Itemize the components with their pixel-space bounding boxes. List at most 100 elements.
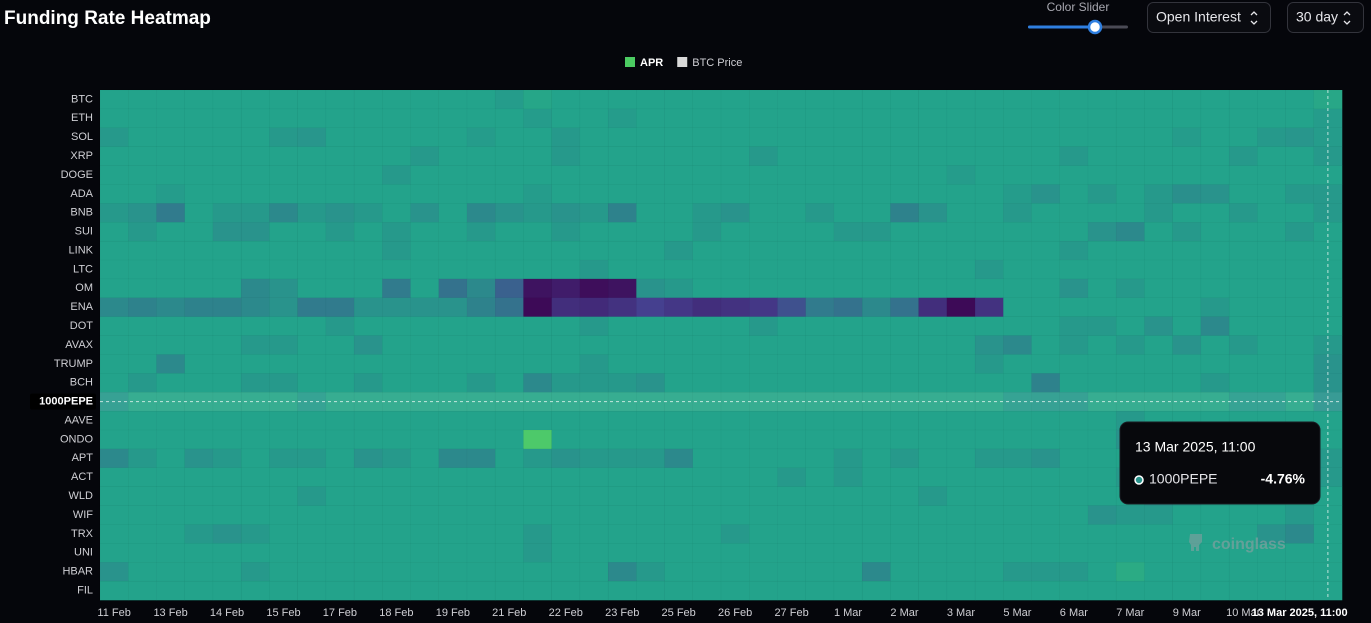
heat-cell bbox=[353, 108, 383, 129]
heat-cell bbox=[99, 89, 129, 110]
x-tick-label: 15 Feb bbox=[266, 607, 300, 619]
heat-cell bbox=[833, 524, 863, 544]
heat-cell bbox=[156, 203, 186, 223]
heat-cell bbox=[1313, 505, 1343, 525]
watermark: coinglass bbox=[1212, 536, 1286, 553]
tooltip-title: 13 Mar 2025, 11:00 bbox=[1135, 439, 1256, 455]
heat-cell bbox=[861, 410, 891, 431]
heat-cell bbox=[523, 165, 553, 185]
heat-cell bbox=[1172, 561, 1202, 582]
heat-cell bbox=[240, 108, 270, 129]
heat-cell bbox=[184, 297, 214, 318]
heat-cell bbox=[1172, 184, 1202, 204]
heat-cell bbox=[1087, 410, 1117, 431]
heat-cell bbox=[494, 316, 524, 337]
tooltip-dot bbox=[1134, 475, 1144, 485]
heat-cell bbox=[184, 259, 214, 280]
heat-cell bbox=[410, 184, 440, 204]
heat-cell bbox=[212, 203, 242, 223]
heat-cell bbox=[1087, 316, 1117, 337]
heat-cell bbox=[974, 335, 1004, 355]
heat-cell bbox=[212, 410, 242, 431]
heat-cell bbox=[523, 259, 553, 280]
heat-cell bbox=[410, 561, 440, 582]
range-select[interactable]: 30 day bbox=[1287, 2, 1364, 33]
heat-cell bbox=[240, 221, 270, 242]
heat-cell bbox=[636, 373, 666, 393]
heat-cell bbox=[99, 373, 129, 393]
chevron bbox=[1250, 11, 1258, 25]
heat-cell bbox=[1003, 240, 1033, 261]
heat-cell bbox=[523, 146, 553, 167]
heat-cell bbox=[353, 467, 383, 488]
select-box[interactable] bbox=[1147, 2, 1271, 33]
heat-cell bbox=[1031, 221, 1061, 242]
heat-cell bbox=[946, 467, 976, 488]
heat-cell bbox=[156, 524, 186, 544]
heat-cell bbox=[918, 354, 948, 374]
heat-cell bbox=[1087, 373, 1117, 393]
heat-cell bbox=[1059, 108, 1089, 129]
metric-select[interactable]: Open Interest bbox=[1147, 2, 1271, 33]
heat-cell bbox=[974, 316, 1004, 337]
heat-cell bbox=[1257, 221, 1287, 242]
heat-cell bbox=[890, 240, 920, 261]
color-slider[interactable] bbox=[1028, 19, 1128, 35]
heat-cell bbox=[551, 486, 581, 507]
heat-cell bbox=[466, 278, 496, 299]
heat-cell bbox=[382, 524, 412, 544]
heat-cell bbox=[269, 146, 299, 167]
heat-cell bbox=[1172, 373, 1202, 393]
heat-cell bbox=[636, 146, 666, 167]
heat-cell bbox=[861, 240, 891, 261]
heat-cell bbox=[127, 165, 158, 185]
heat-cell bbox=[664, 297, 694, 318]
heat-cell bbox=[99, 543, 129, 563]
slider-knob[interactable] bbox=[1087, 19, 1103, 35]
heat-cell bbox=[99, 505, 129, 525]
heat-cell bbox=[692, 373, 722, 393]
heat-cell bbox=[297, 89, 327, 110]
heat-cell bbox=[1003, 373, 1033, 393]
heat-cell bbox=[636, 486, 666, 507]
heat-cell bbox=[325, 127, 355, 148]
heat-cell bbox=[692, 410, 722, 431]
x-tick-label: 18 Feb bbox=[379, 607, 413, 619]
heat-cell bbox=[805, 89, 835, 110]
heat-cell bbox=[974, 89, 1004, 110]
heat-cell bbox=[720, 203, 750, 223]
row-label: SOL bbox=[71, 131, 93, 143]
heat-cell bbox=[974, 448, 1004, 469]
heat-cell bbox=[212, 297, 242, 318]
heat-cell bbox=[240, 467, 270, 488]
heat-cell bbox=[438, 203, 468, 223]
heat-cell bbox=[636, 335, 666, 355]
heat-cell bbox=[777, 429, 807, 450]
heat-cell bbox=[1172, 89, 1202, 110]
heat-cell bbox=[748, 89, 779, 110]
heat-cell bbox=[861, 524, 891, 544]
heat-cell bbox=[664, 486, 694, 507]
heat-cell bbox=[240, 429, 270, 450]
heat-cell bbox=[805, 486, 835, 507]
heat-cell bbox=[890, 184, 920, 204]
heat-cell bbox=[890, 561, 920, 582]
heat-cell bbox=[607, 184, 637, 204]
heat-cell bbox=[382, 221, 412, 242]
heat-cell bbox=[1228, 89, 1258, 110]
heat-cell bbox=[1313, 373, 1343, 393]
heat-cell bbox=[523, 505, 553, 525]
heat-cell bbox=[269, 108, 299, 129]
row-label: LINK bbox=[69, 244, 94, 256]
heat-cell bbox=[861, 373, 891, 393]
heat-cell bbox=[1003, 505, 1033, 525]
heat-cell bbox=[297, 410, 327, 431]
x-tick-label: 1 Mar bbox=[834, 607, 862, 619]
heat-cell bbox=[974, 543, 1004, 563]
heat-cell bbox=[212, 467, 242, 488]
heat-cell bbox=[805, 146, 835, 167]
heat-cell bbox=[1228, 354, 1258, 374]
select-box[interactable] bbox=[1287, 2, 1364, 33]
heat-cell bbox=[1115, 297, 1145, 318]
watermark-logo bbox=[1189, 534, 1202, 551]
